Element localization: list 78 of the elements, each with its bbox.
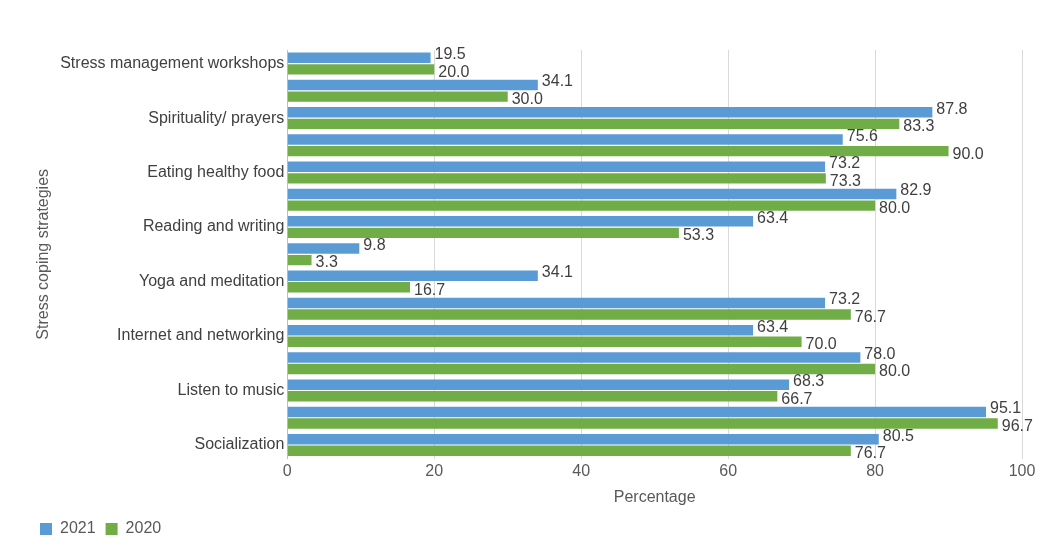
bar bbox=[287, 336, 802, 348]
bar bbox=[287, 363, 876, 375]
x-tick-label: 60 bbox=[719, 461, 738, 479]
bar bbox=[287, 309, 851, 320]
bar bbox=[287, 173, 826, 184]
legend-label: 2020 bbox=[125, 519, 162, 537]
bar bbox=[287, 243, 360, 254]
bar bbox=[287, 91, 508, 102]
bar bbox=[287, 254, 312, 266]
y-tick-label: Stress management workshops bbox=[60, 54, 285, 72]
bar bbox=[287, 107, 933, 118]
bar bbox=[287, 188, 897, 200]
data-label: 82.9 bbox=[900, 181, 932, 199]
data-label: 9.8 bbox=[363, 235, 386, 253]
bar bbox=[287, 227, 679, 239]
y-tick-label: Spirituality/ prayers bbox=[148, 108, 285, 126]
data-label: 63.4 bbox=[757, 317, 789, 335]
bar bbox=[287, 52, 431, 64]
bar bbox=[287, 433, 879, 445]
y-axis-title: Stress coping strategies bbox=[34, 168, 52, 340]
bar bbox=[287, 118, 900, 130]
bar bbox=[287, 161, 826, 172]
data-label: 63.4 bbox=[757, 208, 789, 226]
data-label: 73.2 bbox=[829, 154, 861, 172]
bar bbox=[287, 391, 778, 402]
x-axis-title: Percentage bbox=[613, 487, 696, 505]
data-label: 90.0 bbox=[952, 144, 984, 162]
data-label: 80.0 bbox=[879, 362, 911, 380]
data-label: 34.1 bbox=[541, 263, 574, 281]
data-label: 80.0 bbox=[879, 199, 911, 217]
bar bbox=[287, 216, 754, 227]
bar bbox=[287, 325, 754, 336]
data-label: 76.7 bbox=[854, 307, 887, 325]
y-tick-label: Eating healthy food bbox=[147, 162, 285, 180]
data-label: 87.8 bbox=[936, 99, 968, 117]
data-label: 75.6 bbox=[846, 126, 878, 144]
bar bbox=[287, 64, 435, 75]
data-label: 96.7 bbox=[1001, 416, 1033, 434]
y-tick-label: Listen to music bbox=[177, 380, 285, 398]
data-label: 83.3 bbox=[903, 117, 935, 135]
bar bbox=[287, 297, 826, 309]
data-label: 68.3 bbox=[793, 372, 825, 390]
data-label: 30.0 bbox=[511, 90, 543, 108]
data-label: 16.7 bbox=[414, 280, 446, 298]
bar bbox=[287, 145, 949, 157]
data-label: 19.5 bbox=[434, 45, 466, 63]
bar bbox=[287, 134, 843, 145]
x-tick-label: 40 bbox=[572, 461, 591, 479]
data-label: 73.3 bbox=[829, 171, 862, 189]
x-tick-label: 0 bbox=[282, 461, 292, 479]
data-label: 80.5 bbox=[882, 426, 914, 444]
data-label: 76.7 bbox=[854, 444, 887, 462]
bar bbox=[287, 445, 851, 456]
bar bbox=[287, 352, 861, 363]
x-tick-label: 20 bbox=[425, 461, 444, 479]
bar bbox=[287, 79, 538, 91]
data-label: 73.2 bbox=[829, 290, 861, 308]
bar bbox=[287, 406, 986, 418]
y-tick-label: Internet and networking bbox=[117, 326, 285, 344]
legend-label: 2021 bbox=[60, 519, 96, 537]
data-label: 66.7 bbox=[781, 389, 813, 407]
data-label: 34.1 bbox=[541, 72, 574, 90]
bar bbox=[287, 379, 790, 390]
y-tick-label: Reading and writing bbox=[142, 217, 285, 235]
x-tick-label: 80 bbox=[866, 461, 885, 479]
bar bbox=[287, 270, 538, 281]
bar bbox=[287, 282, 410, 293]
bar bbox=[287, 200, 876, 211]
data-label: 53.3 bbox=[682, 226, 715, 244]
data-label: 78.0 bbox=[864, 344, 896, 362]
bar bbox=[287, 418, 998, 429]
x-tick-label: 100 bbox=[1008, 461, 1036, 479]
y-tick-label: Socialization bbox=[194, 435, 285, 453]
data-label: 95.1 bbox=[990, 399, 1022, 417]
data-label: 3.3 bbox=[315, 253, 338, 271]
y-tick-label: Yoga and meditation bbox=[138, 271, 285, 289]
data-label: 70.0 bbox=[805, 335, 837, 353]
data-label: 20.0 bbox=[438, 62, 470, 80]
